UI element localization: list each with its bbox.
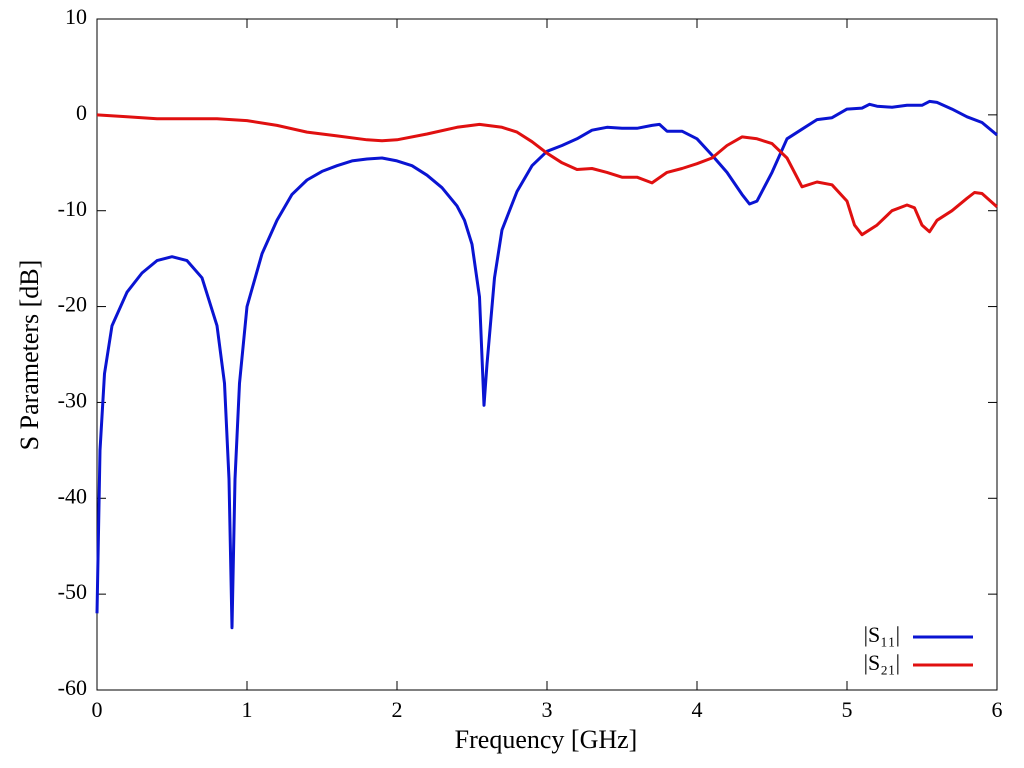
y-tick-label: 0 [76, 100, 87, 125]
y-tick-label: -40 [58, 483, 87, 508]
y-tick-label: -50 [58, 579, 87, 604]
x-tick-label: 3 [542, 697, 553, 722]
y-tick-label: -20 [58, 292, 87, 317]
y-tick-label: -10 [58, 196, 87, 221]
legend-label: |S₁₁| [864, 622, 900, 647]
x-tick-label: 0 [92, 697, 103, 722]
y-tick-label: -30 [58, 387, 87, 412]
x-tick-label: 5 [842, 697, 853, 722]
x-tick-label: 4 [692, 697, 703, 722]
legend-label: |S₂₁| [864, 650, 900, 675]
y-tick-label: 10 [65, 4, 87, 29]
y-axis-label: S Parameters [dB] [15, 260, 44, 451]
x-tick-label: 6 [992, 697, 1003, 722]
y-tick-label: -60 [58, 675, 87, 700]
x-axis-label: Frequency [GHz] [455, 725, 638, 754]
series-line [95, 99, 998, 630]
series-line [96, 113, 998, 237]
x-tick-label: 2 [392, 697, 403, 722]
x-tick-label: 1 [242, 697, 253, 722]
